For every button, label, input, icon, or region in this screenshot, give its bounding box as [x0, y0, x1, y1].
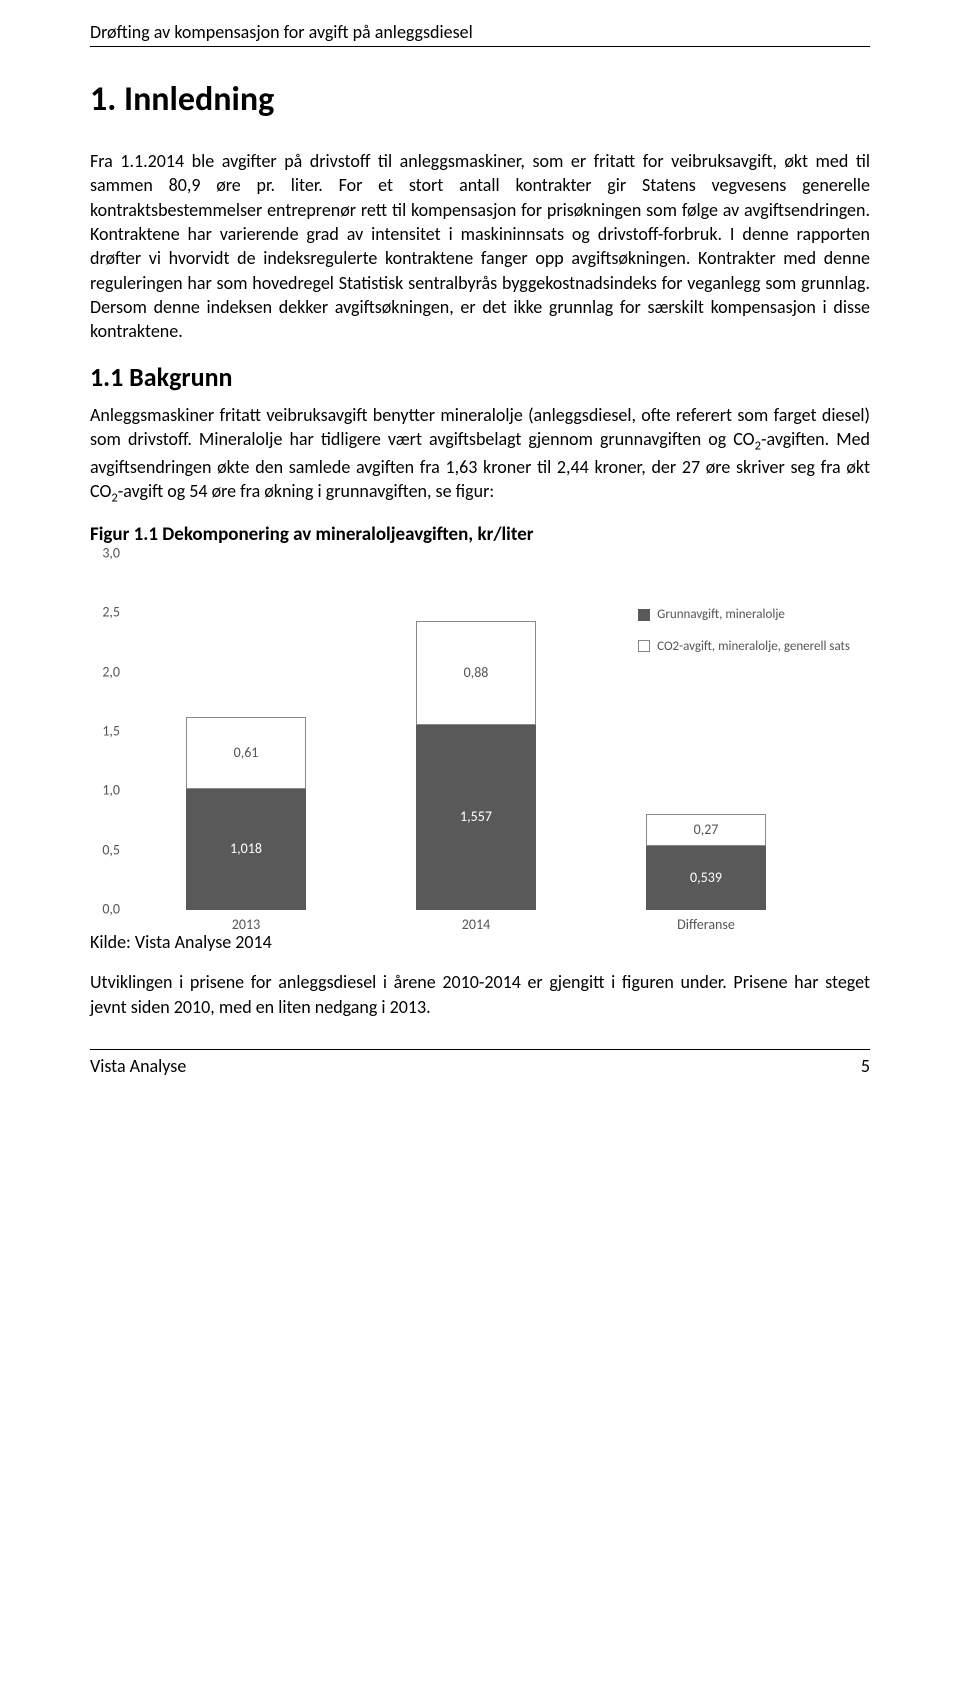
bar-group: 1,5570,882014 [416, 554, 536, 910]
y-axis-tick-label: 0,5 [90, 841, 120, 860]
legend-label: CO2-avgift, mineralolje, generell sats [657, 638, 850, 656]
heading-bakgrunn: 1.1 Bakgrunn [90, 360, 870, 395]
running-header: Drøfting av kompensasjon for avgift på a… [90, 20, 870, 47]
bar-segment-co2avgift: 0,88 [416, 621, 536, 725]
followup-paragraph: Utviklingen i prisene for anleggsdiesel … [90, 970, 870, 1019]
para2-part-a: Anleggsmaskiner fritatt veibruksavgift b… [90, 404, 870, 450]
x-axis-category-label: 2013 [232, 916, 260, 935]
x-axis-category-label: 2014 [462, 916, 490, 935]
page-footer: Vista Analyse 5 [90, 1049, 870, 1078]
bar-segment-grunnavgift: 0,539 [646, 846, 766, 910]
bar-segment-co2avgift: 0,27 [646, 814, 766, 846]
footer-left: Vista Analyse [90, 1054, 186, 1078]
para2-part-c: -avgift og 54 øre fra økning i grunnavgi… [118, 480, 494, 502]
chart-legend: Grunnavgift, mineralolje CO2-avgift, min… [638, 606, 850, 669]
y-axis-tick-label: 2,5 [90, 604, 120, 623]
intro-paragraph: Fra 1.1.2014 ble avgifter på drivstoff t… [90, 149, 870, 343]
bar-group: 1,0180,612013 [186, 554, 306, 910]
y-axis-tick-label: 3,0 [90, 545, 120, 564]
legend-label: Grunnavgift, mineralolje [657, 606, 785, 624]
y-axis-tick-label: 1,0 [90, 782, 120, 801]
y-axis-tick-label: 0,0 [90, 901, 120, 920]
bakgrunn-paragraph: Anleggsmaskiner fritatt veibruksavgift b… [90, 403, 870, 507]
x-axis-category-label: Differanse [677, 916, 735, 935]
footer-page-number: 5 [861, 1054, 870, 1078]
legend-item: CO2-avgift, mineralolje, generell sats [638, 638, 850, 656]
bar-segment-grunnavgift: 1,557 [416, 725, 536, 910]
bar-segment-co2avgift: 0,61 [186, 717, 306, 789]
chart-container: 0,00,51,01,52,02,53,01,0180,6120131,5570… [90, 554, 860, 910]
heading-innledning: 1. Innledning [90, 77, 870, 123]
legend-swatch [638, 640, 650, 652]
legend-item: Grunnavgift, mineralolje [638, 606, 850, 624]
legend-swatch [638, 609, 650, 621]
y-axis-tick-label: 1,5 [90, 723, 120, 742]
bar-segment-grunnavgift: 1,018 [186, 789, 306, 910]
figure-caption: Figur 1.1 Dekomponering av mineraloljeav… [90, 522, 870, 548]
y-axis-tick-label: 2,0 [90, 663, 120, 682]
